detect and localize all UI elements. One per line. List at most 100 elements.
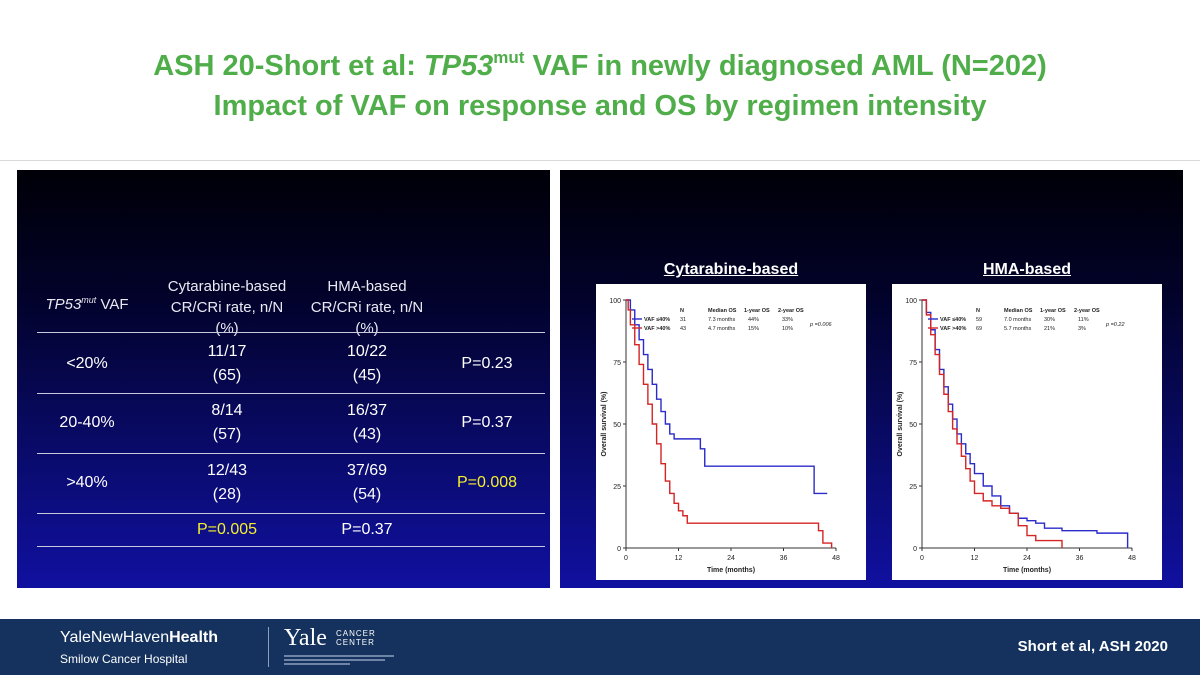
legend-label: VAF ≤40% (940, 317, 966, 323)
km-title-cytarabine: Cytarabine-based (663, 261, 799, 278)
stats-table-header: 2-year OS (1074, 308, 1100, 314)
stats-1yr-os: 15% (748, 326, 759, 332)
stats-table-header: N (976, 308, 980, 314)
table-cell-hma-n: 10/22 (346, 343, 388, 360)
header-hma: HMA-based CR/CRi rate, n/N (%) (297, 276, 437, 339)
x-tick-label: 0 (920, 555, 924, 562)
km-plot-cytarabine: 0 25 50 75 100 0 12 24 36 48 Time (months) Overall … (601, 298, 840, 574)
stats-median-os: 5.7 months (1004, 326, 1031, 332)
title-line-2: Impact of VAF on response and OS by regi… (213, 90, 987, 122)
survival-curve (626, 299, 833, 548)
stats-table-header: Median OS (1004, 308, 1033, 314)
ynhh-logo-prefix: YaleNewHaven (60, 629, 170, 646)
citation: Short et al, ASH 2020 (1017, 638, 1168, 655)
x-axis-label: Time (months) (1003, 567, 1051, 574)
table-cell-vaf: >40% (66, 474, 108, 491)
stats-table-header: N (680, 308, 684, 314)
table-cell-hma-n: 37/69 (346, 462, 388, 479)
survival-curve (626, 299, 828, 495)
legend-label: VAF ≤40% (644, 317, 670, 323)
x-tick-label: 36 (780, 555, 788, 562)
yale-cancer-word: CANCER (336, 629, 376, 638)
y-tick-label: 50 (909, 422, 917, 429)
y-tick-label: 0 (617, 546, 621, 553)
stats-table-header: 1-year OS (744, 308, 770, 314)
stats-median-os: 4.7 months (708, 326, 735, 332)
y-tick-label: 25 (613, 484, 621, 491)
footer-separator (268, 627, 269, 667)
stats-2yr-os: 11% (1078, 317, 1089, 323)
footer-bar: YaleNewHavenHealth Smilow Cancer Hospita… (0, 619, 1200, 675)
ynhh-logo-bold: Health (169, 629, 218, 646)
title-gene: TP53 (423, 50, 494, 82)
survival-curve (922, 299, 1063, 548)
header-hma-line1: HMA-based (327, 278, 407, 295)
table-cell-cyt-n: 8/14 (211, 402, 243, 419)
stats-median-os: 7.3 months (708, 317, 735, 323)
x-tick-label: 48 (832, 555, 840, 562)
table-cell-cyt-pct: (57) (212, 426, 242, 443)
stats-n: 59 (976, 317, 982, 323)
header-vaf-gene: TP53 (45, 296, 82, 313)
yale-center-word: CENTER (336, 638, 375, 647)
smilow-label: Smilow Cancer Hospital (60, 652, 188, 666)
title-suffix: VAF in newly diagnosed AML (N=202) (524, 50, 1047, 82)
stats-2yr-os: 33% (782, 317, 793, 323)
x-tick-label: 24 (727, 555, 735, 562)
title-divider (0, 160, 1200, 161)
stats-1yr-os: 30% (1044, 317, 1055, 323)
stats-2yr-os: 10% (782, 326, 793, 332)
table-cell-vaf: 20-40% (59, 414, 115, 431)
x-tick-label: 36 (1076, 555, 1084, 562)
stats-table-header: 2-year OS (778, 308, 804, 314)
title-prefix: ASH 20-Short et al: (153, 50, 424, 82)
p-value: p =0.006 (809, 322, 833, 328)
stats-table-header: Median OS (708, 308, 737, 314)
yale-logo-word: Yale (284, 625, 327, 651)
table-cell-p-highlight: P=0.008 (456, 474, 518, 491)
table-footer-hma-p: P=0.37 (341, 521, 393, 538)
table-cell-p: P=0.23 (461, 355, 513, 372)
header-cytarabine: Cytarabine-based CR/CRi rate, n/N (%) (157, 276, 297, 339)
header-vaf-suffix: VAF (96, 296, 129, 313)
stats-1yr-os: 44% (748, 317, 759, 323)
km-chart-hma: 0 25 50 75 100 0 12 24 36 48 Time (months) Overall … (892, 284, 1162, 580)
x-axis-label: Time (months) (707, 567, 755, 574)
km-title-hma: HMA-based (982, 261, 1071, 278)
row-separator (37, 393, 545, 394)
y-tick-label: 50 (613, 422, 621, 429)
table-cell-hma-n: 16/37 (346, 402, 388, 419)
response-table-panel: TP53mut VAF Cytarabine-based CR/CRi rate… (17, 170, 550, 588)
table-cell-cyt-pct: (28) (212, 486, 242, 503)
y-tick-label: 75 (613, 360, 621, 367)
stats-table-header: 1-year OS (1040, 308, 1066, 314)
slide-title: ASH 20-Short et al: TP53mut VAF in newly… (0, 38, 1200, 126)
ynhh-logo: YaleNewHavenHealth (60, 629, 218, 647)
yale-cancer-center-label: CANCER CENTER (336, 629, 376, 647)
header-vaf-sup: mut (81, 295, 97, 305)
y-tick-label: 25 (909, 484, 917, 491)
table-cell-cyt-pct: (65) (212, 367, 242, 384)
title-line-1: ASH 20-Short et al: TP53mut VAF in newly… (0, 38, 1200, 86)
y-axis-label: Overall survival (%) (601, 392, 608, 457)
stats-median-os: 7.0 months (1004, 317, 1031, 323)
stats-n: 69 (976, 326, 982, 332)
x-tick-label: 24 (1023, 555, 1031, 562)
y-tick-label: 100 (609, 298, 621, 305)
row-separator (37, 453, 545, 454)
y-tick-label: 0 (913, 546, 917, 553)
header-vaf: TP53mut VAF (37, 290, 137, 315)
y-axis-label: Overall survival (%) (897, 392, 904, 457)
stats-n: 43 (680, 326, 686, 332)
legend-label: VAF >40% (940, 326, 966, 332)
table-cell-hma-pct: (45) (352, 367, 382, 384)
table-footer-cyt-p: P=0.005 (196, 521, 258, 538)
title-gene-sup: mut (493, 48, 525, 67)
km-chart-cytarabine: 0 25 50 75 100 0 12 24 36 48 Time (months) Overall … (596, 284, 866, 580)
table-cell-cyt-n: 12/43 (206, 462, 248, 479)
row-separator (37, 513, 545, 514)
p-value: p =0.22 (1105, 322, 1125, 328)
table-cell-vaf: <20% (66, 355, 108, 372)
yale-fine-print (284, 655, 394, 669)
